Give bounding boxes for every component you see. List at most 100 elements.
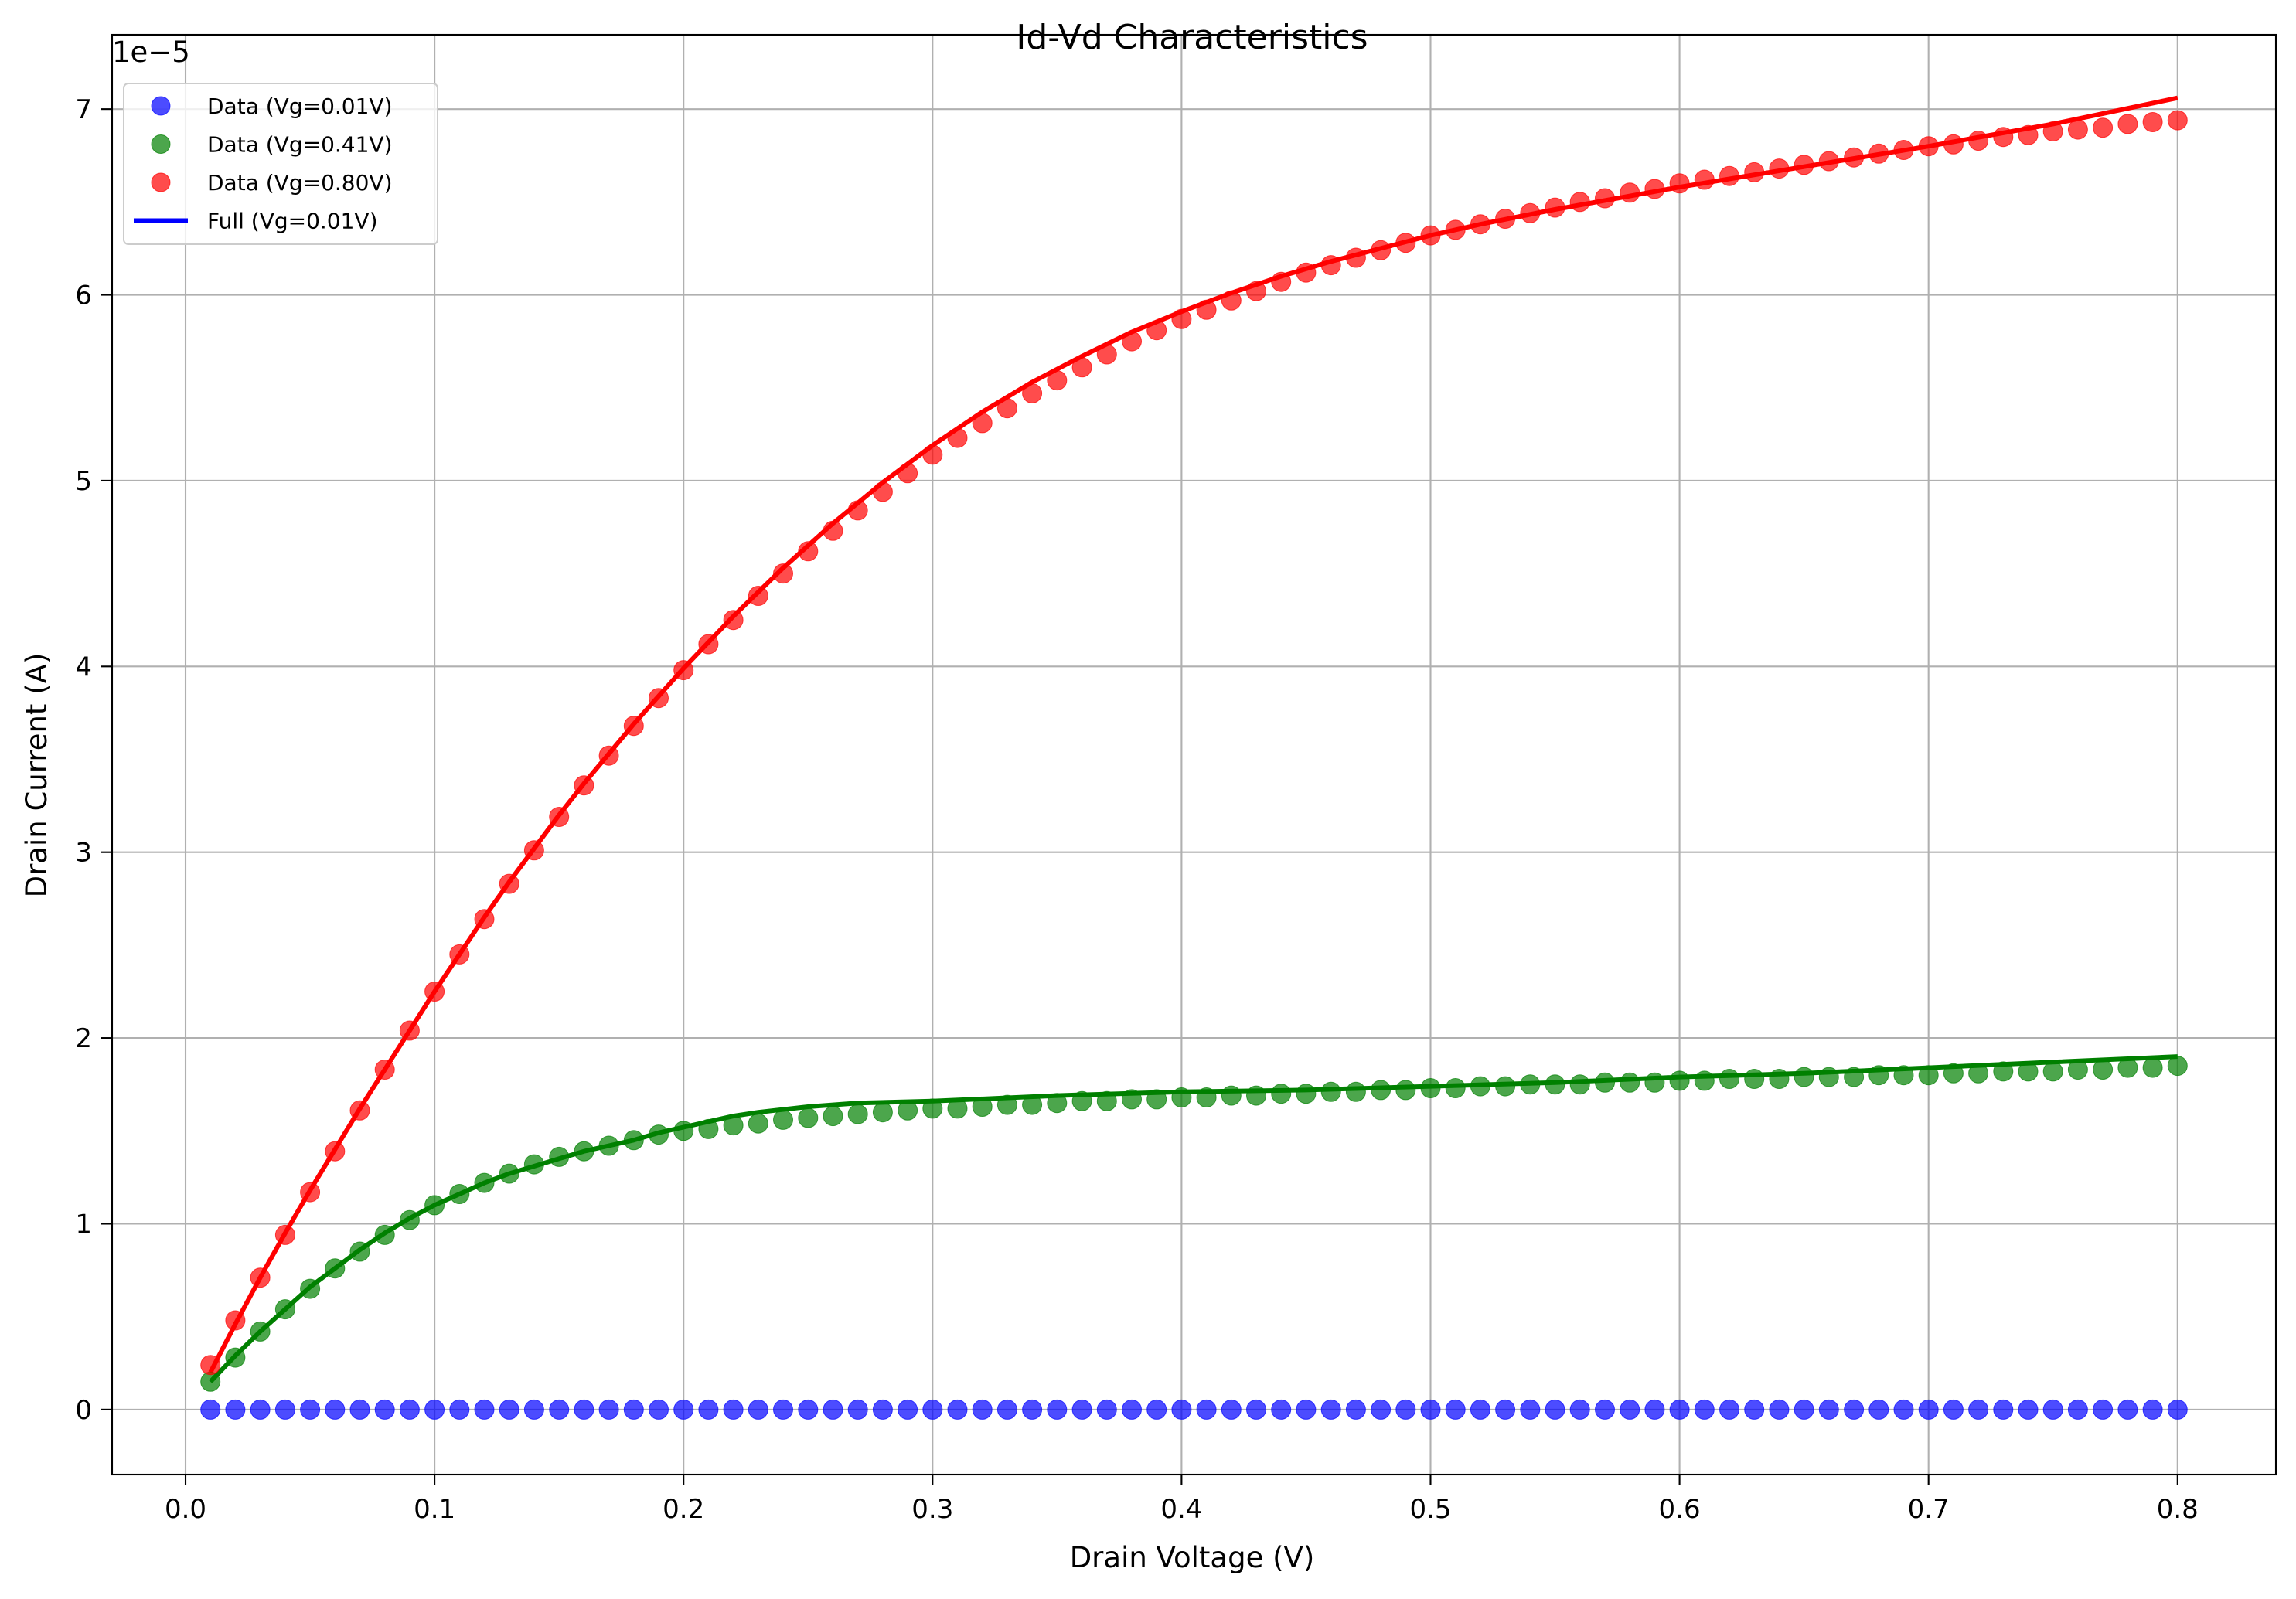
data-point [1569, 192, 1590, 213]
data-point [1071, 1090, 1092, 1111]
data-point [2018, 1061, 2039, 1082]
data-point [1096, 1090, 1117, 1111]
y-axis-label: Drain Current (A) [20, 653, 53, 898]
data-point [374, 1224, 395, 1245]
data-point [1371, 1080, 1392, 1101]
data-point [449, 1399, 470, 1420]
data-point [1196, 1399, 1217, 1420]
data-point [1719, 165, 1739, 186]
data-point [523, 1154, 544, 1175]
data-point [274, 1224, 295, 1245]
legend-marker [151, 134, 171, 154]
data-point [1794, 155, 1814, 175]
data-point [623, 716, 644, 737]
data-point [1395, 1080, 1416, 1101]
data-point [1620, 1399, 1640, 1420]
data-point [399, 1399, 420, 1420]
data-point [574, 775, 594, 796]
data-point [1868, 1065, 1889, 1086]
data-point [1669, 1070, 1690, 1091]
data-point [673, 660, 694, 681]
data-point [1644, 179, 1665, 199]
legend-label: Full (Vg=0.01V) [207, 209, 378, 234]
data-point [623, 1399, 644, 1420]
data-point [922, 1399, 943, 1420]
data-point [1171, 1399, 1192, 1420]
data-point [1470, 214, 1490, 235]
data-point [1520, 1399, 1541, 1420]
data-point [574, 1399, 594, 1420]
data-point [1345, 247, 1366, 268]
data-point [847, 1104, 868, 1124]
data-point [424, 1195, 445, 1216]
data-point [1943, 134, 1964, 155]
data-point [996, 1399, 1017, 1420]
data-point [1893, 1399, 1914, 1420]
data-point [523, 840, 544, 861]
data-point [1146, 320, 1167, 341]
data-point [1122, 1089, 1142, 1110]
legend-box [123, 83, 438, 245]
data-point [1395, 233, 1416, 253]
data-point [349, 1241, 370, 1262]
y-tick-label: 6 [75, 281, 92, 311]
data-point [474, 909, 495, 930]
data-point [2042, 1061, 2063, 1082]
data-point [1320, 1081, 1341, 1102]
data-point [1868, 1399, 1889, 1420]
data-point [1844, 1067, 1865, 1087]
data-point [1146, 1089, 1167, 1110]
data-point [2093, 1060, 2114, 1080]
data-point [823, 1399, 843, 1420]
data-point [1620, 182, 1640, 203]
y-tick-label: 3 [75, 838, 92, 869]
data-point [847, 500, 868, 521]
data-point [1022, 1399, 1043, 1420]
grid [112, 35, 2276, 1475]
data-point [399, 1209, 420, 1230]
data-point [1470, 1399, 1490, 1420]
data-point [349, 1399, 370, 1420]
data-point [1022, 383, 1043, 403]
data-point [1918, 1399, 1939, 1420]
plot-area-frame [111, 33, 2277, 1476]
data-point [1744, 1069, 1765, 1089]
y-tick-label: 7 [75, 94, 92, 125]
data-point [1096, 344, 1117, 365]
data-point [1371, 240, 1392, 260]
data-point [1595, 188, 1615, 209]
data-points [200, 110, 2188, 1420]
data-point [1246, 1399, 1266, 1420]
data-point [2117, 114, 2138, 134]
data-point [1271, 1084, 1292, 1104]
data-point [922, 444, 943, 465]
data-point [1520, 1074, 1541, 1095]
data-point [2067, 1060, 2088, 1080]
data-point [250, 1321, 271, 1342]
data-point [1196, 299, 1217, 320]
data-point [2167, 1399, 2188, 1420]
data-point [1644, 1072, 1665, 1093]
data-point [947, 1399, 968, 1420]
data-point [972, 1399, 993, 1420]
data-point [1122, 331, 1142, 352]
data-point [1669, 1399, 1690, 1420]
data-point [274, 1399, 295, 1420]
data-point [325, 1258, 346, 1279]
data-point [1595, 1072, 1615, 1093]
x-tick-label: 0.3 [911, 1494, 953, 1525]
x-tick-label: 0.0 [165, 1494, 206, 1525]
data-point [1520, 202, 1541, 223]
data-point [1719, 1069, 1739, 1089]
data-point [698, 1118, 719, 1139]
data-point [574, 1141, 594, 1162]
data-point [250, 1267, 271, 1288]
data-point [1445, 1399, 1466, 1420]
data-point [1495, 209, 1516, 229]
data-point [1918, 1065, 1939, 1086]
data-point [1495, 1076, 1516, 1097]
data-point [773, 1399, 793, 1420]
data-point [773, 563, 793, 584]
data-point [2167, 110, 2188, 131]
